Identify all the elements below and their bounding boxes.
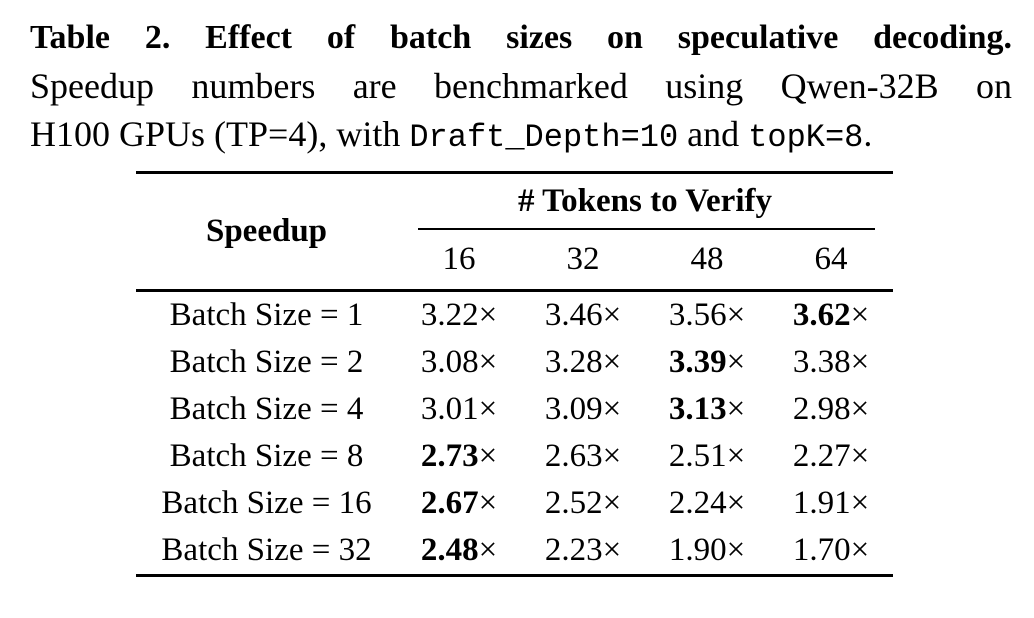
times-symbol: × — [850, 438, 870, 474]
caption-body-line-2: H100 GPUs (TP=4), with Draft_Depth=10 an… — [30, 110, 1012, 162]
header-tokens-to-verify: # Tokens to Verify — [518, 183, 772, 219]
column-header-48: 48 — [690, 240, 724, 277]
speedup-value-cell: 3.09 × — [544, 391, 622, 427]
table-bottom-rule — [136, 574, 893, 577]
table-caption: Table 2. Effect of batch sizes on specul… — [30, 14, 1012, 162]
speedup-value-cell: 2.67 × — [420, 485, 498, 521]
column-header-64: 64 — [814, 240, 848, 277]
times-symbol: × — [478, 438, 498, 474]
caption-text-segment: . — [863, 114, 873, 154]
row-label: Batch Size = 32 — [161, 532, 372, 568]
times-symbol: × — [850, 344, 870, 380]
times-symbol: × — [602, 485, 622, 521]
times-symbol: × — [602, 297, 622, 333]
row-label: Batch Size = 4 — [169, 391, 364, 427]
times-symbol: × — [726, 297, 746, 333]
speedup-value-cell: 1.91 × — [792, 485, 870, 521]
speedup-value-cell: 2.52 × — [544, 485, 622, 521]
speedup-value-cell: 3.38 × — [792, 344, 870, 380]
caption-title-line: Table 2. Effect of batch sizes on specul… — [30, 19, 1012, 56]
caption-code-topk: topK=8 — [748, 119, 864, 156]
times-symbol: × — [602, 344, 622, 380]
times-symbol: × — [602, 438, 622, 474]
column-header-32: 32 — [566, 240, 600, 277]
row-label: Batch Size = 2 — [169, 344, 364, 380]
column-header-16: 16 — [442, 240, 476, 277]
caption-text-segment: and — [678, 114, 749, 154]
column-headers-row: 16 32 48 64 — [397, 229, 893, 289]
speedup-value-cell: 1.70 × — [792, 532, 870, 568]
speedup-value-cell: 3.08 × — [420, 344, 498, 380]
speedup-value-cell: 2.48 × — [420, 532, 498, 568]
results-table: Speedup # Tokens to Verify 16 32 48 64 B… — [136, 171, 893, 577]
speedup-value-cell: 3.56 × — [668, 297, 746, 333]
table-top-rule — [136, 171, 893, 174]
tokens-group-underline — [418, 228, 875, 230]
speedup-value-cell: 3.22 × — [420, 297, 498, 333]
times-symbol: × — [478, 391, 498, 427]
times-symbol: × — [726, 344, 746, 380]
row-label: Batch Size = 8 — [169, 438, 364, 474]
speedup-value-cell: 3.39 × — [668, 344, 746, 380]
table-header: Speedup # Tokens to Verify 16 32 48 64 — [136, 174, 893, 289]
caption-body-line-1: Speedup numbers are benchmarked using Qw… — [30, 66, 1012, 106]
times-symbol: × — [726, 391, 746, 427]
caption-code-draft-depth: Draft_Depth=10 — [409, 119, 679, 156]
times-symbol: × — [850, 391, 870, 427]
speedup-value-cell: 3.46 × — [544, 297, 622, 333]
times-symbol: × — [726, 438, 746, 474]
times-symbol: × — [850, 532, 870, 568]
speedup-value-cell: 2.24 × — [668, 485, 746, 521]
speedup-value-cell: 3.13 × — [668, 391, 746, 427]
row-label: Batch Size = 16 — [161, 485, 372, 521]
speedup-value-cell: 2.98 × — [792, 391, 870, 427]
row-label: Batch Size = 1 — [169, 297, 364, 333]
times-symbol: × — [726, 485, 746, 521]
caption-text-segment: H100 GPUs (TP=4), with — [30, 114, 410, 154]
speedup-value-cell: 2.73 × — [420, 438, 498, 474]
header-speedup: Speedup — [205, 213, 328, 249]
times-symbol: × — [850, 485, 870, 521]
speedup-value-cell: 2.51 × — [668, 438, 746, 474]
speedup-value-cell: 1.90 × — [668, 532, 746, 568]
speedup-value-cell: 3.62 × — [792, 297, 870, 333]
speedup-value-cell: 2.63 × — [544, 438, 622, 474]
table-body: Batch Size = 1 3.22 × 3.46 × 3.56 × 3.62 × B… — [136, 292, 893, 574]
times-symbol: × — [478, 485, 498, 521]
times-symbol: × — [478, 344, 498, 380]
table-mid-rule — [136, 289, 893, 292]
speedup-value-cell: 2.27 × — [792, 438, 870, 474]
speedup-value-cell: 2.23 × — [544, 532, 622, 568]
times-symbol: × — [850, 297, 870, 333]
times-symbol: × — [478, 532, 498, 568]
times-symbol: × — [602, 391, 622, 427]
speedup-value-cell: 3.28 × — [544, 344, 622, 380]
times-symbol: × — [478, 297, 498, 333]
times-symbol: × — [602, 532, 622, 568]
times-symbol: × — [726, 532, 746, 568]
speedup-value-cell: 3.01 × — [420, 391, 498, 427]
